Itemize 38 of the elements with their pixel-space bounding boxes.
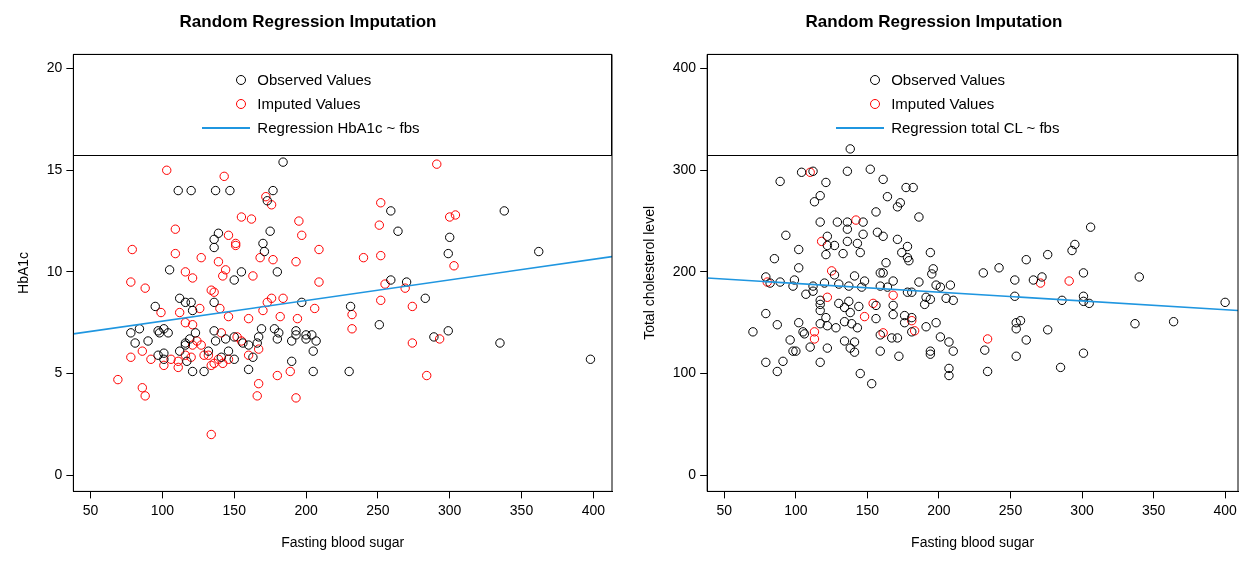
x-tick-label: 400 xyxy=(581,501,606,518)
y-tick-label: 10 xyxy=(46,262,63,279)
x-tick-label: 50 xyxy=(716,501,733,518)
x-tick-label: 300 xyxy=(438,501,462,518)
x-tick-label: 150 xyxy=(855,501,880,518)
legend-label: Regression total CL ~ fbs xyxy=(891,118,1060,139)
legend-label: Observed Values xyxy=(891,70,1006,91)
y-tick-label: 0 xyxy=(688,466,697,482)
y-tick-label: 15 xyxy=(46,161,63,178)
y-tick-label: 100 xyxy=(672,364,697,381)
y-tick-label: 400 xyxy=(672,59,697,76)
legend-label: Imputed Values xyxy=(257,94,361,115)
y-tick-label: 20 xyxy=(46,59,63,76)
y-axis-title: HbA1c xyxy=(15,251,32,294)
legend-label: Regression HbA1c ~ fbs xyxy=(257,118,420,139)
x-tick-label: 200 xyxy=(927,501,951,518)
x-tick-label: 100 xyxy=(150,501,175,518)
x-tick-label: 400 xyxy=(1213,501,1238,518)
y-axis-title: Total cholesterol level xyxy=(641,205,658,340)
y-tick-label: 0 xyxy=(54,466,63,482)
legend-label: Imputed Values xyxy=(891,94,995,115)
x-tick-label: 100 xyxy=(784,501,808,518)
legend-label: Observed Values xyxy=(257,70,372,91)
x-tick-label: 50 xyxy=(82,501,99,518)
y-tick-label: 200 xyxy=(672,262,697,279)
chart-title: Random Regression Imputation xyxy=(805,11,1063,31)
x-tick-label: 150 xyxy=(222,501,247,518)
y-tick-label: 5 xyxy=(54,364,63,381)
x-axis-title: Fasting blood sugar xyxy=(911,534,1035,551)
chart-title: Random Regression Imputation xyxy=(179,11,437,31)
x-tick-label: 350 xyxy=(1141,501,1166,518)
x-tick-label: 200 xyxy=(294,501,318,518)
x-tick-label: 250 xyxy=(366,501,390,518)
x-tick-label: 300 xyxy=(1070,501,1094,518)
x-tick-label: 350 xyxy=(509,501,534,518)
y-tick-label: 300 xyxy=(672,161,697,178)
x-tick-label: 250 xyxy=(998,501,1023,518)
x-axis-title: Fasting blood sugar xyxy=(281,534,405,551)
